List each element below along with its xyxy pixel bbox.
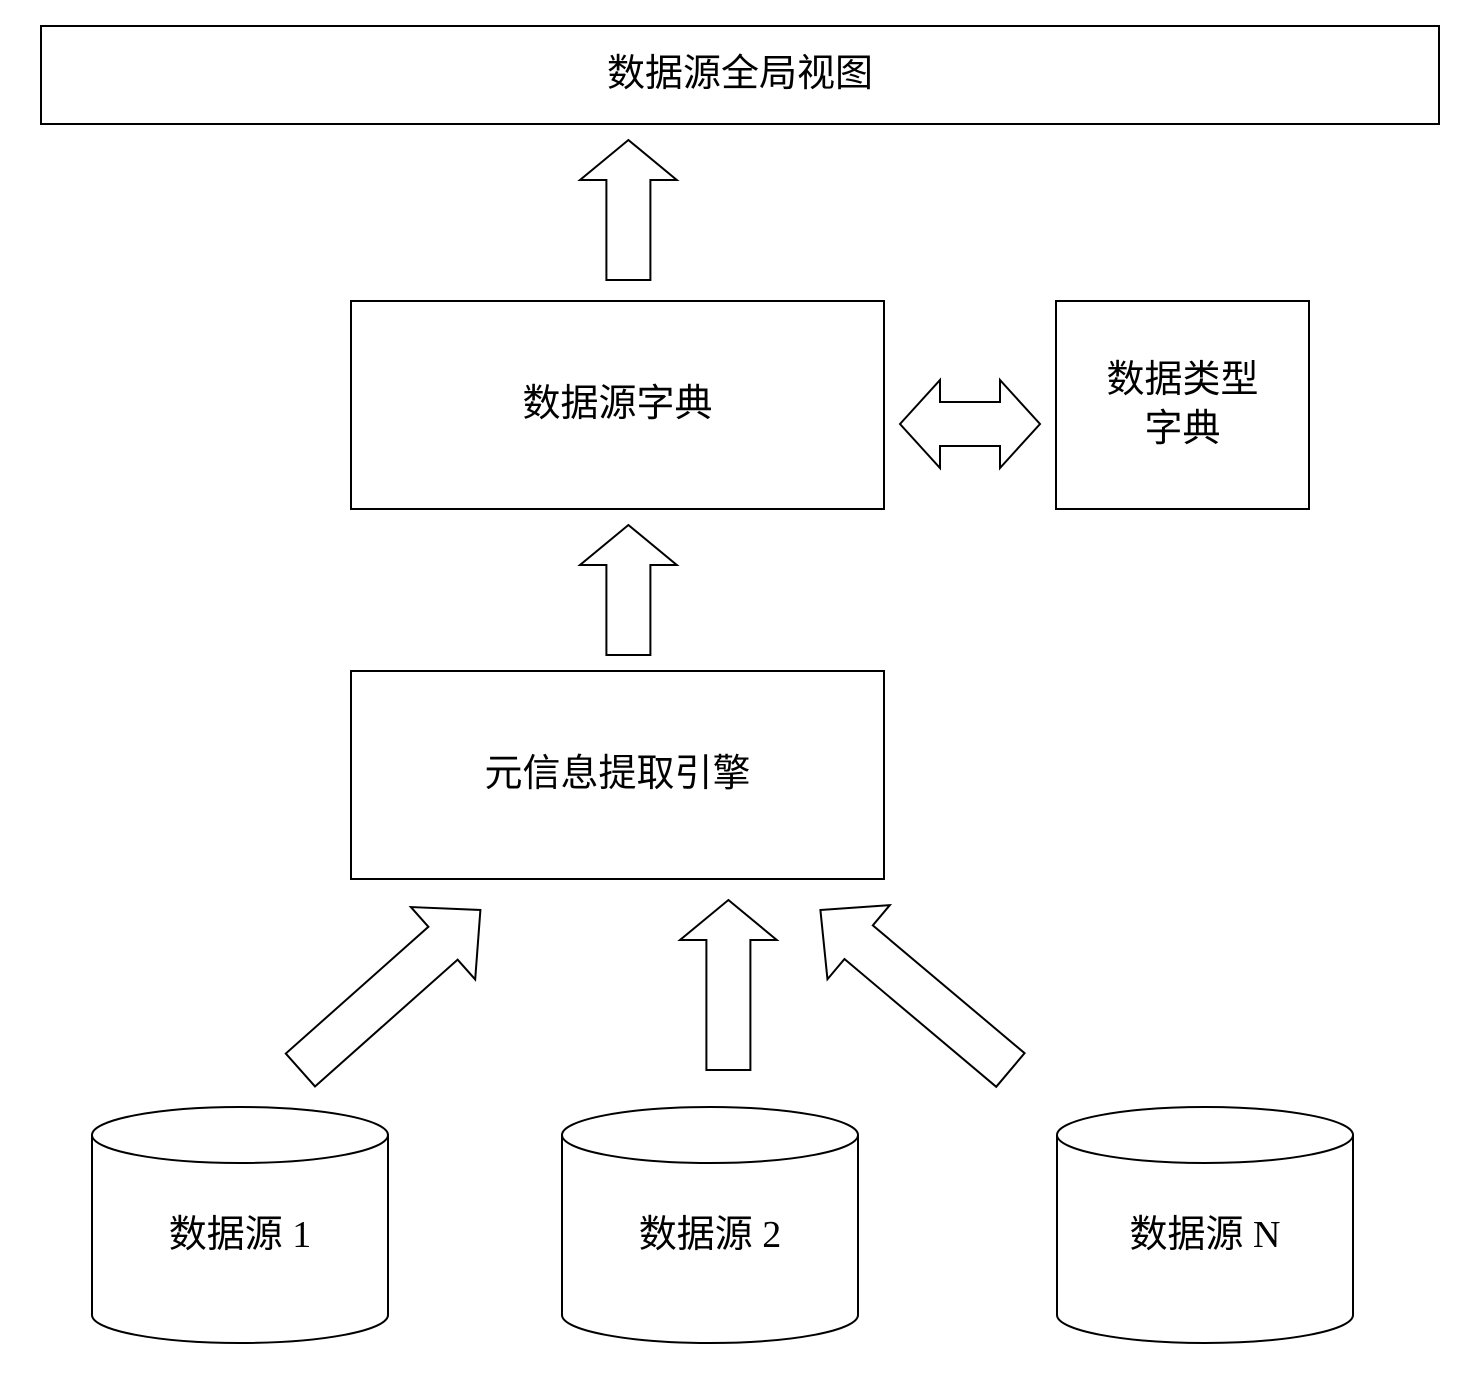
diagram-canvas: 数据源全局视图 数据源字典 数据类型 字典 元信息提取引擎 数据源 1 数据源 … xyxy=(0,0,1479,1382)
node-engine-label: 元信息提取引擎 xyxy=(484,750,750,799)
node-global-view: 数据源全局视图 xyxy=(40,25,1440,125)
node-datasource-n: 数据源 N xyxy=(1055,1105,1355,1345)
arrow-dsn-to-engine xyxy=(789,873,1041,1107)
arrow-ds2-to-engine xyxy=(680,900,777,1070)
node-type-dict: 数据类型 字典 xyxy=(1055,300,1310,510)
arrow-engine-to-dict xyxy=(580,525,677,655)
node-global-view-label: 数据源全局视图 xyxy=(607,50,873,99)
node-engine: 元信息提取引擎 xyxy=(350,670,885,880)
node-datasource-2-label: 数据源 2 xyxy=(560,1203,860,1258)
arrow-dict-type-bidi xyxy=(900,380,1040,468)
arrow-ds1-to-engine xyxy=(268,874,512,1106)
node-type-dict-label: 数据类型 字典 xyxy=(1106,356,1258,455)
node-datasource-n-label: 数据源 N xyxy=(1055,1203,1355,1258)
node-datasource-1-label: 数据源 1 xyxy=(90,1203,390,1258)
node-dictionary: 数据源字典 xyxy=(350,300,885,510)
arrow-dict-to-global xyxy=(580,140,677,280)
node-dictionary-label: 数据源字典 xyxy=(522,380,712,429)
node-datasource-2: 数据源 2 xyxy=(560,1105,860,1345)
node-datasource-1: 数据源 1 xyxy=(90,1105,390,1345)
